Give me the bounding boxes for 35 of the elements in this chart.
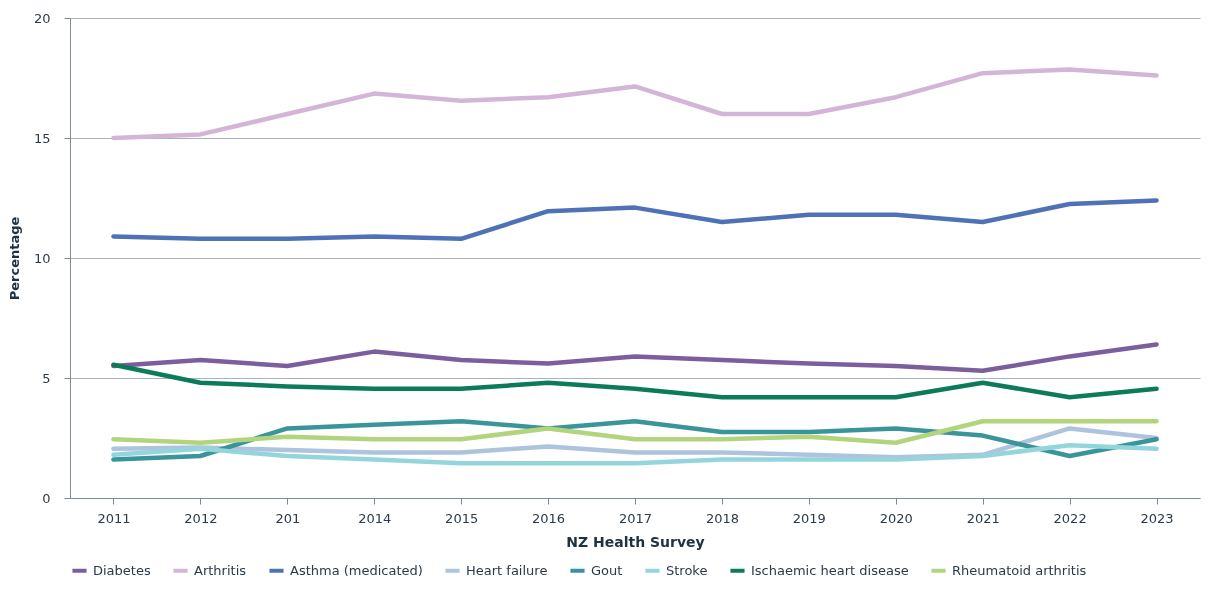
x-tick-label: 2021	[966, 510, 1000, 526]
line-series	[111, 442, 1159, 466]
y-tick-label: 20	[33, 10, 51, 26]
y-tick-label: 0	[42, 490, 51, 506]
line-series	[111, 342, 1159, 374]
legend-label: Rheumatoid arthritis	[952, 562, 1087, 578]
x-axis-title: NZ Health Survey	[566, 533, 705, 550]
x-tick-label: 2018	[705, 510, 739, 526]
x-tick-label: 201	[275, 510, 301, 526]
y-axis-title: Percentage	[6, 216, 22, 301]
legend-label: Gout	[591, 562, 623, 578]
x-tick-label: 2023	[1140, 510, 1174, 526]
legend-label: Ischaemic heart disease	[751, 562, 909, 578]
legend-label: Arthritis	[194, 562, 247, 578]
line-series	[111, 198, 1159, 242]
x-tick-label: 2016	[532, 510, 566, 526]
line-series	[111, 418, 1159, 462]
y-tick-label: 15	[33, 130, 51, 146]
x-tick-label: 2019	[792, 510, 826, 526]
line-series	[111, 67, 1159, 141]
legend-label: Stroke	[666, 562, 708, 578]
x-tick-label: 2017	[618, 510, 653, 526]
legend-label: Heart failure	[466, 562, 548, 578]
x-tick-label: 2020	[879, 510, 913, 526]
legend-label: Diabetes	[93, 562, 151, 578]
x-tick-label: 2011	[97, 510, 131, 526]
line-series	[111, 362, 1159, 400]
y-tick-label: 10	[33, 250, 51, 266]
x-tick-label: 2022	[1053, 510, 1087, 526]
line-series	[111, 418, 1159, 446]
legend-label: Asthma (medicated)	[290, 562, 423, 578]
y-tick-label: 5	[42, 370, 51, 386]
x-tick-label: 2015	[445, 510, 479, 526]
x-tick-label: 2012	[184, 510, 218, 526]
x-tick-label: 2014	[358, 510, 392, 526]
